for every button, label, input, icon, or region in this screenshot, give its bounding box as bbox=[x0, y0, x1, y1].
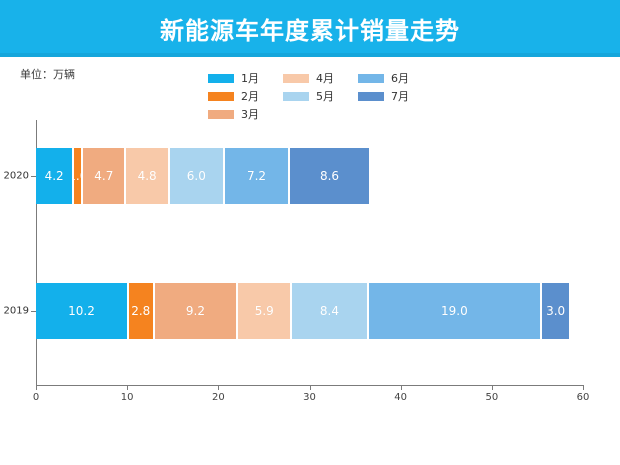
legend-swatch-icon bbox=[283, 91, 309, 101]
y-axis-tick-label-wrap: 2019 bbox=[0, 306, 29, 322]
x-axis-tick bbox=[583, 385, 584, 390]
bar-segment-value-label: 2.8 bbox=[131, 304, 151, 318]
y-axis-tick-label: 2019 bbox=[3, 305, 29, 317]
x-axis-tick-label: 40 bbox=[394, 392, 408, 403]
legend-item[interactable]: 2月 bbox=[208, 88, 259, 104]
legend-item[interactable]: 1月 bbox=[208, 70, 259, 86]
bar-segment-value-label: 4.7 bbox=[94, 169, 114, 183]
bar-segment-value-label: 10.2 bbox=[68, 304, 95, 318]
legend-column-2: 4月 5月 bbox=[283, 70, 334, 106]
y-axis-line bbox=[36, 120, 37, 386]
legend-label: 7月 bbox=[391, 90, 409, 103]
bar-segment[interactable]: 8.6 bbox=[290, 148, 369, 204]
bar-segment-value-label: 3.0 bbox=[546, 304, 566, 318]
bar-segment[interactable]: 1.0 bbox=[74, 148, 84, 204]
bar-row-2019: 10.2 2.8 9.2 5.9 8.4 19.0 3.0 bbox=[36, 283, 570, 339]
x-axis-tick-label: 60 bbox=[576, 392, 590, 403]
chart-legend: 1月 2月 3月 4月 5月 6月 7月 bbox=[208, 70, 438, 121]
legend-swatch-icon bbox=[283, 73, 309, 83]
legend-label: 4月 bbox=[316, 72, 334, 85]
unit-note: 单位：万辆 bbox=[20, 68, 75, 81]
x-axis-tick bbox=[309, 385, 311, 390]
bar-segment[interactable]: 4.7 bbox=[83, 148, 127, 204]
bar-segment-value-label: 19.0 bbox=[440, 304, 468, 318]
legend-label: 6月 bbox=[391, 72, 409, 85]
bar-segment[interactable]: 5.9 bbox=[238, 283, 293, 339]
x-axis-tick-label: 50 bbox=[485, 392, 499, 403]
bar-segment[interactable]: 7.2 bbox=[224, 148, 291, 204]
bar-segment[interactable]: 10.2 bbox=[36, 283, 129, 339]
y-axis-tick bbox=[31, 176, 36, 177]
x-axis-tick-label: 20 bbox=[211, 392, 225, 403]
legend-label: 3月 bbox=[241, 108, 259, 121]
bar-segment[interactable]: 6.0 bbox=[170, 148, 225, 204]
page-title: 新能源车年度累计销量走势 bbox=[160, 17, 460, 45]
bar-segment[interactable]: 2.8 bbox=[128, 283, 155, 339]
bar-segment[interactable]: 3.0 bbox=[541, 283, 570, 339]
x-axis-tick bbox=[218, 385, 220, 390]
legend-swatch-icon bbox=[208, 91, 234, 101]
bar-segment-value-label: 7.2 bbox=[246, 169, 267, 183]
bar-segment[interactable]: 9.2 bbox=[154, 283, 239, 339]
x-axis-tick bbox=[36, 385, 37, 390]
x-axis-tick bbox=[127, 385, 129, 390]
chart-plot-area: 0 10 20 30 40 50 60 2020 4.2 1.0 4.7 4.8 6.0 7.2 8.6 20… bbox=[0, 120, 620, 420]
legend-swatch-icon bbox=[358, 73, 384, 83]
bar-segment-value-label: 4.8 bbox=[137, 169, 157, 183]
bar-row-2020: 4.2 1.0 4.7 4.8 6.0 7.2 8.6 bbox=[36, 148, 369, 204]
legend-item[interactable]: 4月 bbox=[283, 70, 334, 86]
y-axis-tick bbox=[31, 311, 36, 312]
x-axis-tick-label: 10 bbox=[120, 392, 134, 403]
legend-item[interactable]: 3月 bbox=[208, 106, 259, 122]
page-header: 新能源车年度累计销量走势 bbox=[0, 0, 620, 57]
legend-swatch-icon bbox=[208, 109, 234, 119]
legend-item[interactable]: 6月 bbox=[358, 70, 409, 86]
bar-segment[interactable]: 8.4 bbox=[292, 283, 369, 339]
legend-label: 5月 bbox=[316, 90, 334, 103]
bar-segment-value-label: 8.4 bbox=[319, 304, 339, 318]
legend-column-3: 6月 7月 bbox=[358, 70, 409, 106]
bar-segment-value-label: 5.9 bbox=[254, 304, 274, 318]
x-axis-tick-label: 30 bbox=[303, 392, 316, 403]
header-divider bbox=[0, 53, 620, 57]
x-axis-tick bbox=[491, 385, 493, 390]
bar-segment-value-label: 4.2 bbox=[44, 169, 64, 183]
bar-segment[interactable]: 4.2 bbox=[36, 148, 75, 204]
legend-label: 1月 bbox=[241, 72, 259, 85]
legend-item[interactable]: 7月 bbox=[358, 88, 409, 104]
bar-segment-value-label: 1.0 bbox=[74, 169, 81, 183]
bar-segment-value-label: 8.6 bbox=[319, 169, 340, 183]
y-axis-tick-label: 2020 bbox=[3, 170, 29, 182]
bar-segment[interactable]: 4.8 bbox=[126, 148, 170, 204]
bar-segment[interactable]: 19.0 bbox=[368, 283, 542, 339]
legend-column-1: 1月 2月 3月 bbox=[208, 70, 259, 124]
bar-segment-value-label: 6.0 bbox=[186, 169, 206, 183]
legend-swatch-icon bbox=[208, 73, 234, 83]
y-axis-tick-label-wrap: 2020 bbox=[0, 171, 29, 187]
bar-segment-value-label: 9.2 bbox=[185, 304, 205, 318]
legend-item[interactable]: 5月 bbox=[283, 88, 334, 104]
legend-label: 2月 bbox=[241, 90, 259, 103]
x-axis-tick-label: 0 bbox=[32, 392, 40, 403]
legend-swatch-icon bbox=[358, 91, 384, 101]
x-axis-tick bbox=[400, 385, 402, 390]
